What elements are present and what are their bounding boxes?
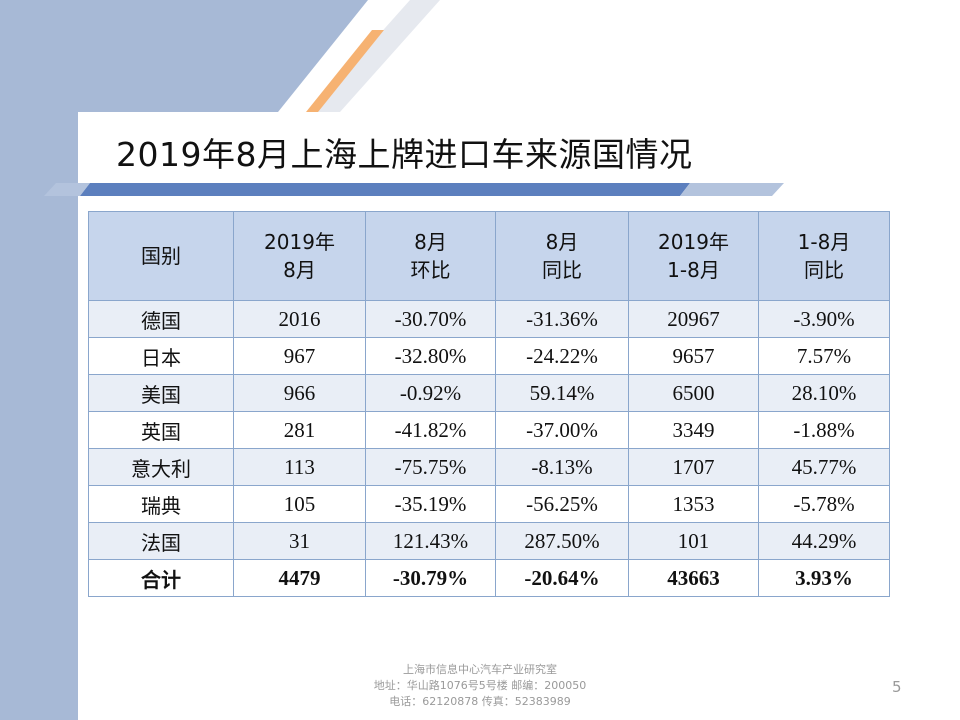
country-cell: 法国 xyxy=(88,522,234,560)
aug-mom-cell: -0.92% xyxy=(365,374,496,412)
country-cell: 英国 xyxy=(88,411,234,449)
header-cell: 1-8月 同比 xyxy=(758,211,890,301)
country-cell: 瑞典 xyxy=(88,485,234,523)
header-cell: 8月 同比 xyxy=(495,211,629,301)
ytd-volume-cell: 43663 xyxy=(628,559,759,597)
table-row: 美国 966 -0.92% 59.14% 6500 28.10% xyxy=(88,374,890,412)
ytd-volume-cell: 1707 xyxy=(628,448,759,486)
country-cell: 日本 xyxy=(88,337,234,375)
table-row: 意大利 113 -75.75% -8.13% 1707 45.77% xyxy=(88,448,890,486)
total-label-cell: 合计 xyxy=(88,559,234,597)
ytd-yoy-cell: -5.78% xyxy=(758,485,890,523)
table-header-row: 国别 2019年 8月 8月 环比 8月 同比 2019年 1-8月 1-8月 同比 xyxy=(88,211,890,301)
ytd-volume-cell: 6500 xyxy=(628,374,759,412)
aug-mom-cell: -30.70% xyxy=(365,300,496,338)
table-row: 瑞典 105 -35.19% -56.25% 1353 -5.78% xyxy=(88,485,890,523)
footer-contact: 上海市信息中心汽车产业研究室 地址：华山路1076号5号楼 邮编：200050 … xyxy=(0,662,960,710)
ytd-yoy-cell: -3.90% xyxy=(758,300,890,338)
aug-volume-cell: 281 xyxy=(233,411,366,449)
aug-mom-cell: -32.80% xyxy=(365,337,496,375)
ytd-volume-cell: 101 xyxy=(628,522,759,560)
aug-yoy-cell: -8.13% xyxy=(495,448,629,486)
aug-yoy-cell: 287.50% xyxy=(495,522,629,560)
footer-phone-fax: 电话：62120878 传真：52383989 xyxy=(389,695,571,708)
ytd-yoy-cell: 28.10% xyxy=(758,374,890,412)
aug-mom-cell: 121.43% xyxy=(365,522,496,560)
ytd-volume-cell: 1353 xyxy=(628,485,759,523)
import-source-table: 国别 2019年 8月 8月 环比 8月 同比 2019年 1-8月 1-8月 同比 德国… xyxy=(88,211,890,597)
aug-mom-cell: -35.19% xyxy=(365,485,496,523)
table-row: 法国 31 121.43% 287.50% 101 44.29% xyxy=(88,522,890,560)
ytd-yoy-cell: 45.77% xyxy=(758,448,890,486)
aug-mom-cell: -30.79% xyxy=(365,559,496,597)
aug-volume-cell: 4479 xyxy=(233,559,366,597)
country-cell: 意大利 xyxy=(88,448,234,486)
header-cell: 2019年 8月 xyxy=(233,211,366,301)
title-rule-main xyxy=(80,183,690,196)
aug-mom-cell: -41.82% xyxy=(365,411,496,449)
country-cell: 美国 xyxy=(88,374,234,412)
aug-yoy-cell: 59.14% xyxy=(495,374,629,412)
country-cell: 德国 xyxy=(88,300,234,338)
grey-stripe xyxy=(310,0,440,112)
aug-volume-cell: 31 xyxy=(233,522,366,560)
page-number: 5 xyxy=(892,678,902,696)
ytd-yoy-cell: 7.57% xyxy=(758,337,890,375)
ytd-yoy-cell: 44.29% xyxy=(758,522,890,560)
orange-stripe xyxy=(306,30,384,112)
aug-volume-cell: 966 xyxy=(233,374,366,412)
aug-yoy-cell: -20.64% xyxy=(495,559,629,597)
aug-yoy-cell: -56.25% xyxy=(495,485,629,523)
title-rule-right-tab xyxy=(680,183,784,196)
aug-yoy-cell: -37.00% xyxy=(495,411,629,449)
aug-yoy-cell: -24.22% xyxy=(495,337,629,375)
ytd-volume-cell: 3349 xyxy=(628,411,759,449)
ytd-yoy-cell: -1.88% xyxy=(758,411,890,449)
aug-volume-cell: 105 xyxy=(233,485,366,523)
table-row: 德国 2016 -30.70% -31.36% 20967 -3.90% xyxy=(88,300,890,338)
ytd-yoy-cell: 3.93% xyxy=(758,559,890,597)
aug-volume-cell: 113 xyxy=(233,448,366,486)
aug-yoy-cell: -31.36% xyxy=(495,300,629,338)
header-cell: 国别 xyxy=(88,211,234,301)
footer-address: 地址：华山路1076号5号楼 邮编：200050 xyxy=(373,679,587,692)
table-row: 日本 967 -32.80% -24.22% 9657 7.57% xyxy=(88,337,890,375)
aug-volume-cell: 967 xyxy=(233,337,366,375)
title-rule-left-tab xyxy=(44,183,90,196)
header-cell: 2019年 1-8月 xyxy=(628,211,759,301)
slide-title: 2019年8月上海上牌进口车来源国情况 xyxy=(116,135,693,174)
left-decorative-band xyxy=(0,0,78,720)
top-band-shape xyxy=(78,0,368,112)
header-cell: 8月 环比 xyxy=(365,211,496,301)
aug-mom-cell: -75.75% xyxy=(365,448,496,486)
table-total-row: 合计 4479 -30.79% -20.64% 43663 3.93% xyxy=(88,559,890,597)
footer-organization: 上海市信息中心汽车产业研究室 xyxy=(403,663,557,676)
aug-volume-cell: 2016 xyxy=(233,300,366,338)
ytd-volume-cell: 9657 xyxy=(628,337,759,375)
table-row: 英国 281 -41.82% -37.00% 3349 -1.88% xyxy=(88,411,890,449)
ytd-volume-cell: 20967 xyxy=(628,300,759,338)
